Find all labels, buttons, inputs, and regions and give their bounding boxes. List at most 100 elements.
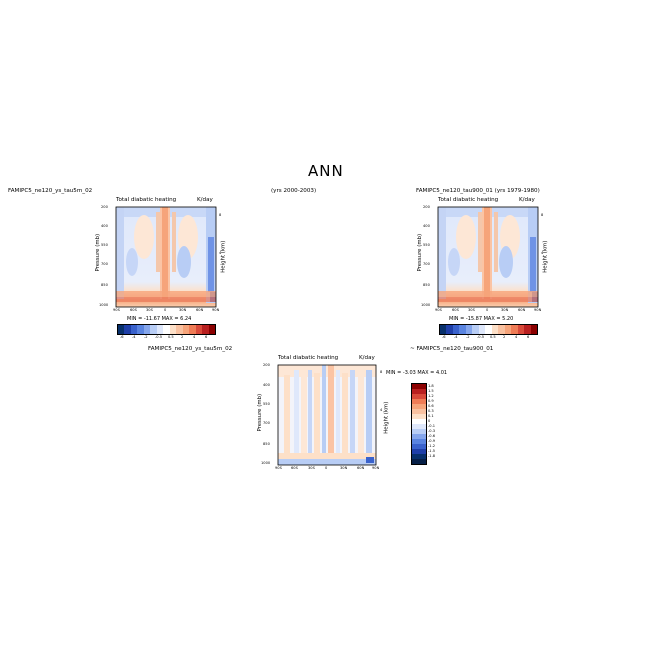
right-x-ticks: 90S 60S 30S 0 30N 60N 90N	[435, 308, 542, 314]
diff-x-ticks: 90S 60S 30S 0 30N 60N 90N	[275, 466, 380, 472]
colorbar-label: 1.2	[428, 394, 434, 398]
left-x-ticks: 90S 60S 30S 0 30N 60N 90N	[113, 308, 220, 314]
x-tick: 0	[486, 308, 489, 312]
y-tick-right: 4	[541, 251, 544, 255]
x-tick: 90S	[113, 308, 120, 312]
left-ylabel-right: Height (km)	[220, 240, 227, 273]
colorbar-label: -0.5	[477, 335, 485, 339]
x-tick: 60S	[452, 308, 459, 312]
left-plot-units: K/day	[197, 197, 213, 203]
diff-ylabel-right: Height (km)	[383, 401, 390, 434]
y-tick: 550	[263, 402, 270, 406]
left-years-label: (yrs 2000-2003)	[271, 188, 317, 194]
x-tick: 90N	[534, 308, 542, 312]
x-tick: 90S	[275, 466, 282, 470]
colorbar-label: -0.3	[428, 429, 436, 433]
right-stats: MIN = -15.87 MAX = 5.20	[449, 316, 514, 322]
y-tick: 700	[263, 421, 270, 425]
y-tick: 400	[101, 224, 108, 228]
diff-stats: MIN = -3.03 MAX = 4.01	[386, 370, 448, 376]
x-tick: 90N	[372, 466, 380, 470]
x-tick: 60S	[291, 466, 298, 470]
colorbar-label: -2	[466, 335, 470, 339]
left-plot-title: Total diabatic heating	[116, 197, 177, 203]
y-tick: 200	[423, 205, 430, 209]
diff-plot-title: Total diabatic heating	[278, 355, 339, 361]
colorbar-label: 0.1	[428, 414, 434, 418]
diff-colorbar	[411, 383, 427, 465]
x-tick: 30S	[468, 308, 475, 312]
colorbar-label: 2	[503, 335, 506, 339]
x-tick: 60N	[518, 308, 526, 312]
y-tick: 400	[423, 224, 430, 228]
y-tick: 1000	[421, 303, 431, 307]
colorbar-label: 1.5	[428, 389, 434, 393]
x-tick: 60N	[196, 308, 204, 312]
diff-plot-units: K/day	[359, 355, 375, 361]
left-colorbar	[117, 324, 216, 335]
right-ylabel-right: Height (km)	[542, 240, 549, 273]
colorbar-label: -1.5	[428, 449, 436, 453]
left-case-label: FAMIPC5_ne120_ys_tau5m_02	[8, 188, 93, 194]
right-colorbar-labels: -6 -4 -2 -0.5 0.5 2 4 6	[439, 335, 536, 341]
y-tick: 550	[101, 243, 108, 247]
diff-case-a-label: FAMIPC5_ne120_ys_tau5m_02	[148, 346, 233, 352]
y-tick: 850	[423, 283, 430, 287]
colorbar-label: -0.5	[155, 335, 163, 339]
difference-heatmap	[277, 364, 377, 466]
colorbar-label: -4	[454, 335, 458, 339]
colorbar-label: 4	[193, 335, 196, 339]
colorbar-label: -0.6	[428, 434, 436, 438]
x-tick: 90N	[212, 308, 220, 312]
y-tick: 550	[423, 243, 430, 247]
colorbar-label: 1.8	[428, 384, 434, 388]
x-tick: 60S	[130, 308, 137, 312]
colorbar-label: 6	[205, 335, 208, 339]
x-tick: 30S	[308, 466, 315, 470]
colorbar-label: 4	[515, 335, 518, 339]
colorbar-label: -1.8	[428, 454, 436, 458]
x-tick: 30S	[146, 308, 153, 312]
x-tick: 0	[164, 308, 167, 312]
x-tick: 30N	[501, 308, 509, 312]
y-tick: 1000	[261, 461, 271, 465]
colorbar-label: 0.3	[428, 409, 434, 413]
diff-ylabel: Pressure (mb)	[257, 393, 264, 432]
left-stats: MIN = -11.67 MAX = 6.24	[127, 316, 192, 322]
right-colorbar	[439, 324, 538, 335]
y-tick-right: 8	[219, 213, 222, 217]
colorbar-label: 0	[428, 419, 431, 423]
colorbar-label: 0.9	[428, 399, 434, 403]
colorbar-label: -6	[442, 335, 446, 339]
x-tick: 60N	[357, 466, 365, 470]
y-tick-right: 4	[380, 408, 383, 412]
y-tick: 200	[101, 205, 108, 209]
colorbar-label: 0.5	[168, 335, 174, 339]
y-tick: 200	[263, 363, 270, 367]
diff-colorbar-labels: 1.8 1.5 1.2 0.9 0.6 0.3 0.1 0 -0.1 -0.3 …	[428, 384, 448, 465]
x-tick: 0	[325, 466, 328, 470]
diff-case-b-label: ~ FAMIPC5_ne120_tau900_01	[410, 346, 494, 352]
right-heatmap	[437, 206, 539, 308]
colorbar-label: -2	[144, 335, 148, 339]
y-tick-right: 8	[380, 370, 383, 374]
left-colorbar-labels: -6 -4 -2 -0.5 0.5 2 4 6	[117, 335, 214, 341]
y-tick: 400	[263, 383, 270, 387]
right-plot-title: Total diabatic heating	[438, 197, 499, 203]
colorbar-label: -0.9	[428, 439, 436, 443]
right-plot-units: K/day	[519, 197, 535, 203]
y-tick: 700	[101, 262, 108, 266]
y-tick-right: 8	[541, 213, 544, 217]
y-tick: 1000	[99, 303, 109, 307]
x-tick: 90S	[435, 308, 442, 312]
y-tick-right: 4	[219, 251, 222, 255]
y-tick: 850	[101, 283, 108, 287]
colorbar-label: 2	[181, 335, 184, 339]
colorbar-label: -4	[132, 335, 136, 339]
colorbar-label: 0.5	[490, 335, 496, 339]
page-title: ANN	[308, 162, 344, 180]
colorbar-label: 6	[527, 335, 530, 339]
y-tick: 850	[263, 442, 270, 446]
left-heatmap	[115, 206, 217, 308]
x-tick: 30N	[179, 308, 187, 312]
